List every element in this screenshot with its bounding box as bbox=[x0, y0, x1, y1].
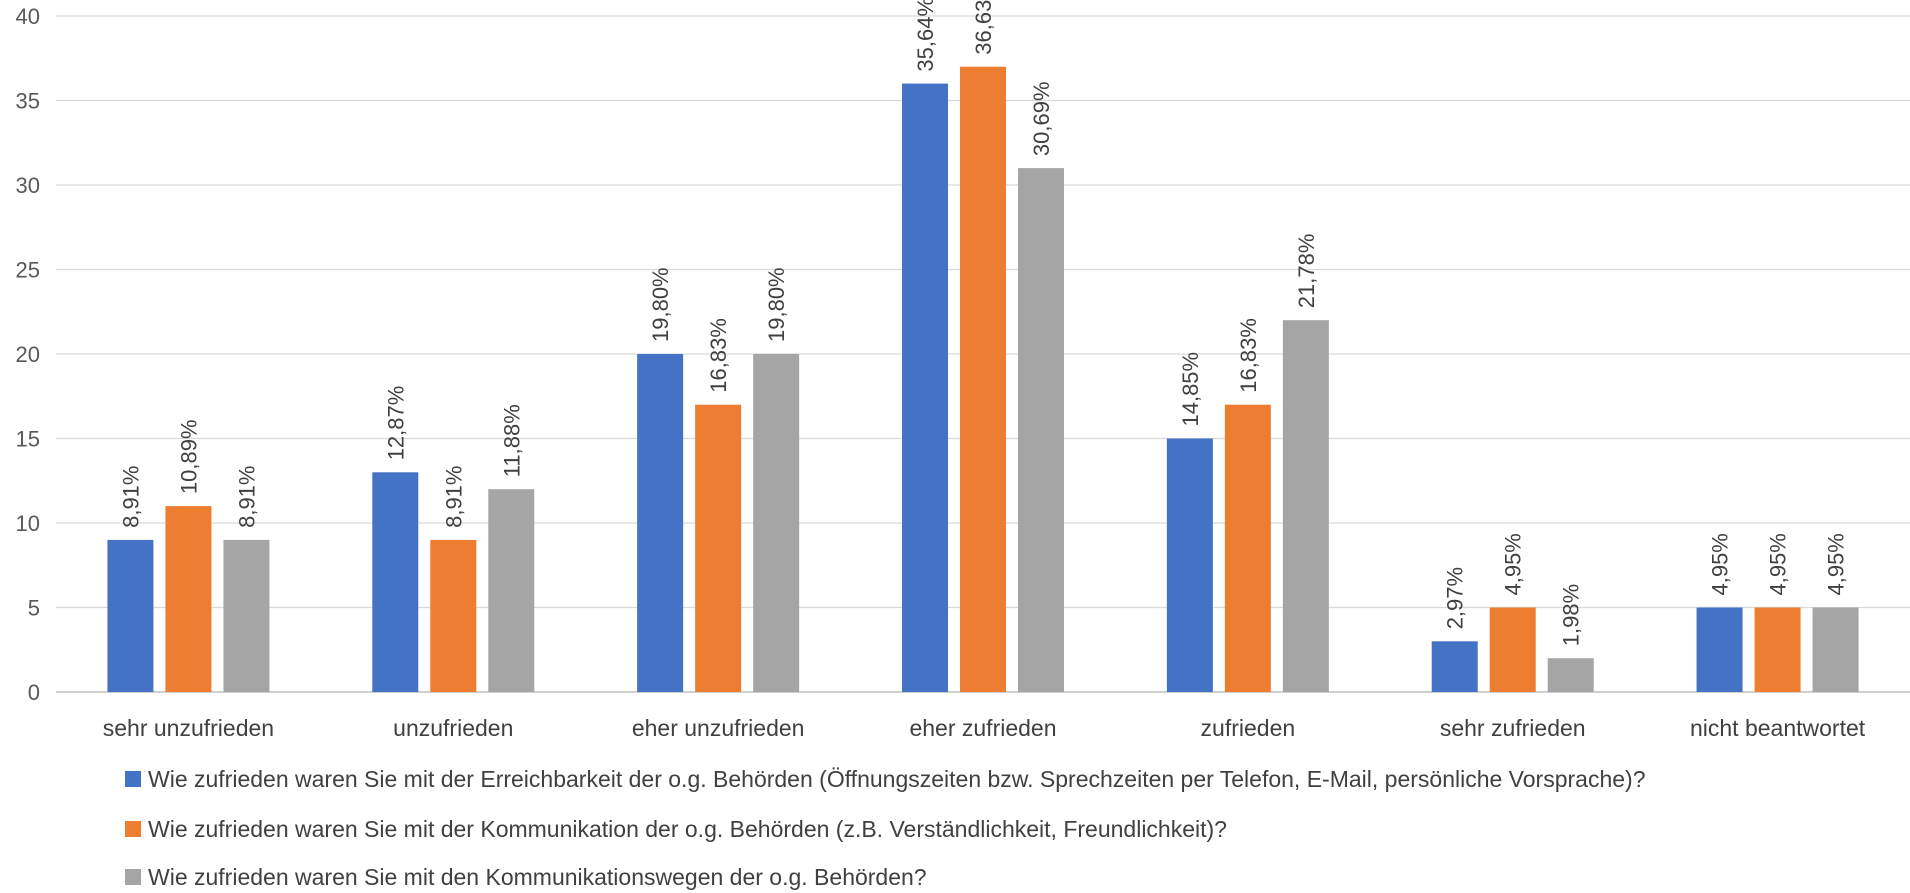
data-label: 4,95% bbox=[1501, 533, 1526, 595]
y-tick-label: 35 bbox=[16, 89, 40, 114]
data-label: 36,63% bbox=[971, 0, 996, 55]
bar bbox=[223, 539, 270, 692]
legend-item: Wie zufrieden waren Sie mit der Erreichb… bbox=[125, 766, 1645, 792]
y-tick-label: 25 bbox=[16, 258, 40, 283]
bar bbox=[1018, 168, 1064, 693]
bar bbox=[1282, 320, 1329, 692]
data-label: 8,91% bbox=[118, 466, 143, 528]
data-label: 16,83% bbox=[1236, 318, 1261, 393]
data-label: 1,98% bbox=[1559, 584, 1584, 646]
legend-label: Wie zufrieden waren Sie mit der Kommunik… bbox=[148, 816, 1227, 842]
legend-label: Wie zufrieden waren Sie mit den Kommunik… bbox=[148, 864, 927, 890]
x-axis: sehr unzufrieden unzufrieden eher unzufrie… bbox=[103, 715, 1866, 741]
y-tick-label: 40 bbox=[16, 4, 40, 29]
data-label: 8,91% bbox=[441, 466, 466, 528]
data-label: 4,95% bbox=[1708, 533, 1733, 595]
x-tick-label: zufrieden bbox=[1201, 715, 1296, 741]
data-label: 12,87% bbox=[383, 386, 408, 461]
data-label: 11,88% bbox=[499, 404, 524, 477]
bar bbox=[107, 539, 154, 692]
x-tick-label: unzufrieden bbox=[393, 715, 513, 741]
data-label: 35,64% bbox=[913, 0, 938, 72]
bar bbox=[165, 506, 212, 692]
data-label: 16,83% bbox=[706, 318, 731, 393]
data-label: 2,97% bbox=[1443, 567, 1468, 629]
y-tick-label: 15 bbox=[16, 427, 40, 452]
legend-swatch bbox=[125, 821, 141, 837]
y-axis: 0 5 10 15 20 25 30 35 40 bbox=[16, 4, 40, 705]
data-label: 4,95% bbox=[1766, 533, 1791, 595]
data-labels: 8,91% 10,89% 8,91% 12,87% 8,91% 11,88% 19,80% 1… bbox=[118, 0, 1848, 646]
bar bbox=[1224, 404, 1271, 692]
x-tick-label: eher unzufrieden bbox=[632, 715, 805, 741]
x-tick-label: sehr unzufrieden bbox=[103, 715, 274, 741]
legend-label: Wie zufrieden waren Sie mit der Erreichb… bbox=[148, 766, 1645, 792]
bar bbox=[488, 489, 535, 692]
bar bbox=[960, 66, 1006, 692]
data-label: 19,80% bbox=[648, 267, 673, 342]
bar bbox=[1754, 607, 1801, 692]
bar bbox=[1696, 607, 1743, 692]
x-tick-label: sehr zufrieden bbox=[1440, 715, 1586, 741]
bar bbox=[1547, 658, 1594, 692]
bar bbox=[637, 354, 684, 692]
bar bbox=[1431, 641, 1478, 692]
x-tick-label: nicht beantwortet bbox=[1690, 715, 1866, 741]
data-label: 14,85% bbox=[1178, 352, 1203, 427]
data-label: 21,78% bbox=[1294, 234, 1319, 309]
legend-swatch bbox=[125, 869, 141, 885]
x-tick-label: eher zufrieden bbox=[909, 715, 1056, 741]
y-tick-label: 10 bbox=[16, 511, 40, 536]
y-tick-label: 20 bbox=[16, 342, 40, 367]
y-tick-label: 0 bbox=[28, 680, 40, 705]
legend-item: Wie zufrieden waren Sie mit der Kommunik… bbox=[125, 816, 1227, 842]
bar bbox=[372, 472, 419, 692]
data-label: 10,89% bbox=[176, 419, 201, 494]
bar bbox=[1166, 438, 1213, 692]
y-tick-label: 5 bbox=[28, 596, 40, 621]
data-label: 8,91% bbox=[234, 466, 259, 528]
legend-swatch bbox=[125, 771, 141, 787]
y-tick-label: 30 bbox=[16, 173, 40, 198]
bar bbox=[1489, 607, 1536, 692]
bar bbox=[430, 539, 477, 692]
data-label: 30,69% bbox=[1029, 81, 1054, 156]
legend-item: Wie zufrieden waren Sie mit den Kommunik… bbox=[125, 864, 927, 890]
bar bbox=[1812, 607, 1859, 692]
bar bbox=[902, 83, 948, 693]
bar bbox=[695, 404, 742, 692]
data-label: 4,95% bbox=[1824, 533, 1849, 595]
bar bbox=[753, 354, 800, 692]
data-label: 19,80% bbox=[764, 267, 789, 342]
bars bbox=[107, 66, 1859, 693]
legend: Wie zufrieden waren Sie mit der Erreichb… bbox=[125, 766, 1645, 890]
